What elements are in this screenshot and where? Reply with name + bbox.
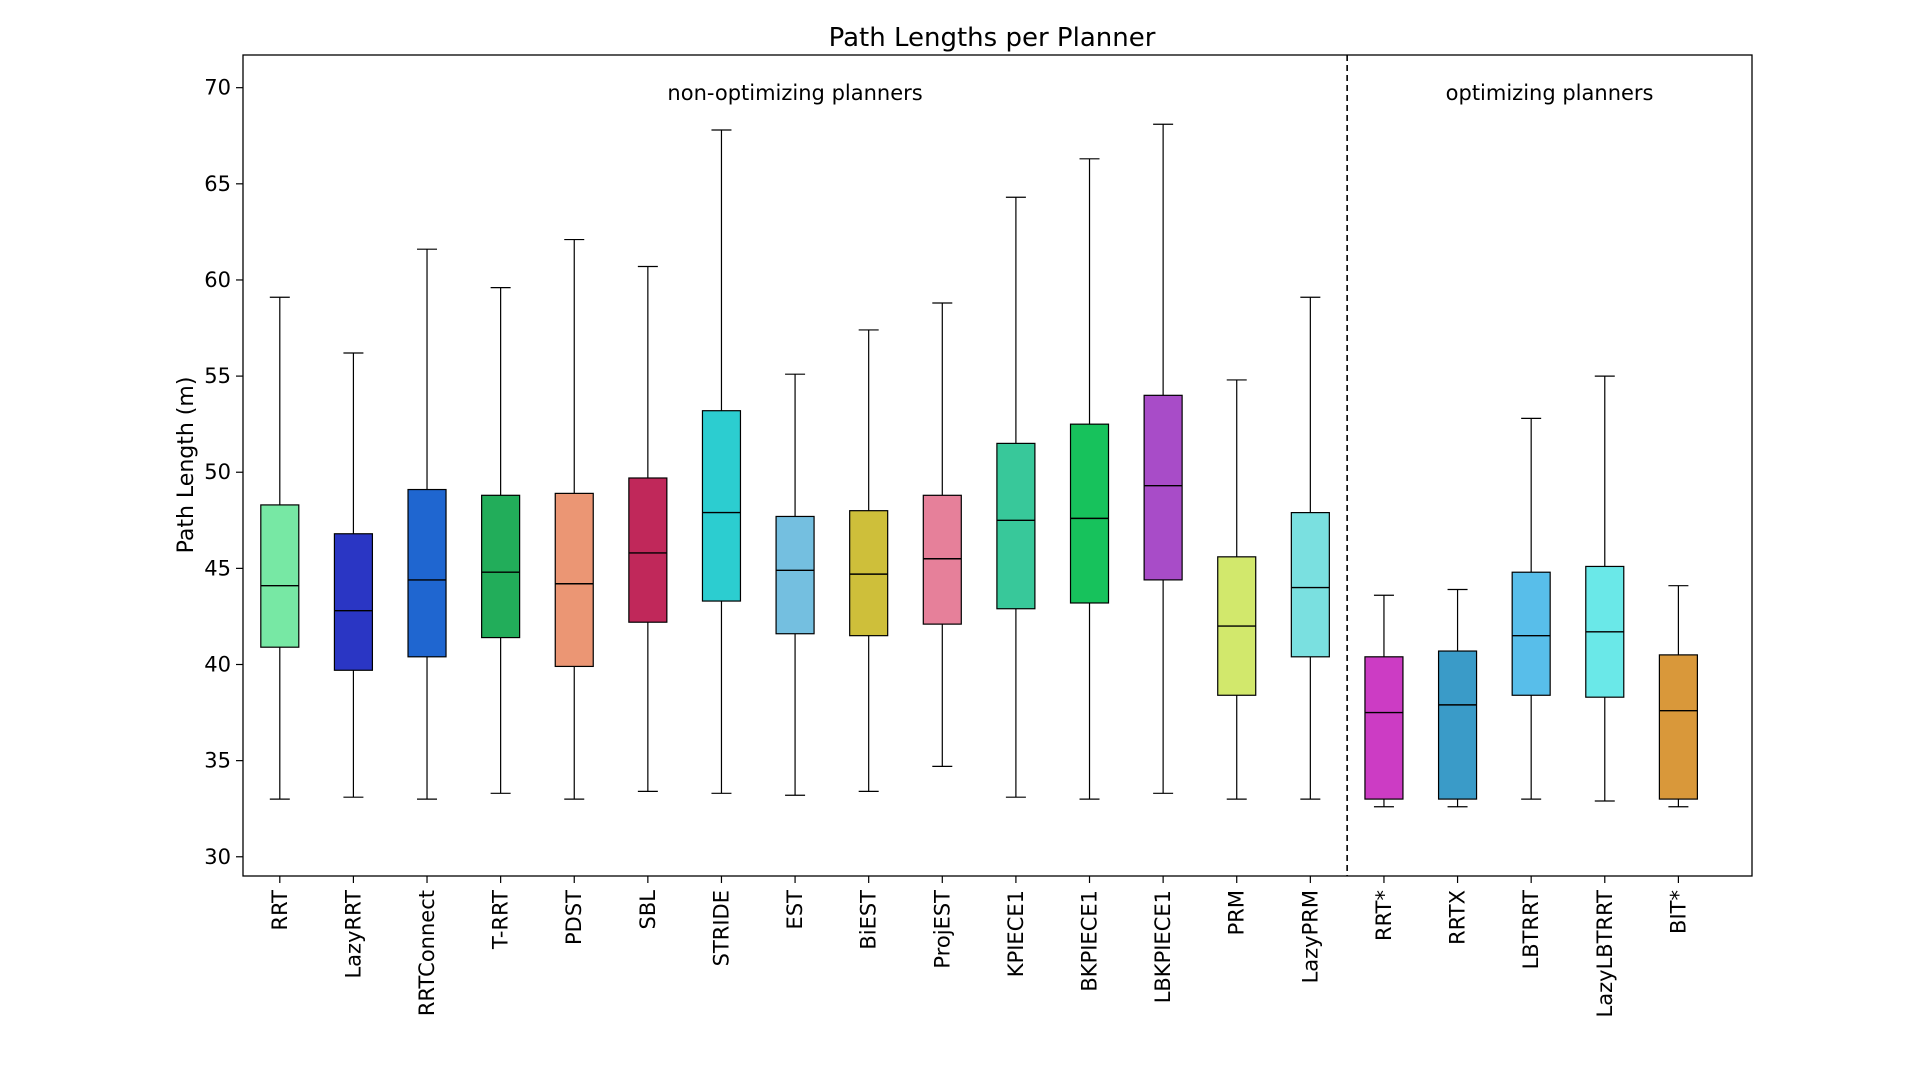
x-tick-label: BiEST	[857, 890, 881, 950]
box-bit-	[1658, 654, 1698, 800]
y-tick-label: 40	[204, 653, 231, 677]
x-tick-label: EST	[783, 890, 807, 930]
box-lbtrrt	[1511, 571, 1551, 696]
x-tick-label: BIT*	[1666, 890, 1690, 934]
box-kpiece1	[996, 442, 1036, 610]
box-lazyprm	[1290, 512, 1330, 658]
x-tick-label: RRT	[268, 890, 292, 931]
x-tick-label: PDST	[562, 890, 586, 945]
box-rrtconnect	[407, 488, 447, 658]
y-tick-label: 55	[204, 364, 231, 388]
plot-area: 30 35 40 45 50 55 60 65 70 non-optimizing planner…	[204, 54, 1753, 1018]
x-tick-label: ProjEST	[930, 890, 954, 969]
y-tick-label: 45	[204, 556, 231, 580]
y-tick-label: 50	[204, 460, 231, 484]
x-tick-label: RRTConnect	[415, 890, 439, 1016]
x-tick-label: RRTX	[1446, 890, 1470, 945]
box-rrt-	[1364, 656, 1404, 800]
y-axis-label: Path Length (m)	[174, 377, 199, 554]
box-biest	[849, 510, 889, 637]
x-tick-label: RRT*	[1372, 890, 1396, 941]
x-tick-label: KPIECE1	[1004, 890, 1028, 977]
box-stride	[701, 410, 742, 602]
box-lazyrrt	[333, 533, 374, 671]
box-pdst	[554, 492, 594, 668]
group-label: optimizing planners	[1446, 81, 1654, 105]
group-label: non-optimizing planners	[667, 81, 922, 105]
y-tick-label: 70	[204, 76, 231, 100]
y-tick-label: 65	[204, 172, 231, 196]
box-projest	[922, 494, 962, 625]
y-tick-label: 30	[204, 845, 231, 869]
box-bkpiece1	[1069, 423, 1110, 604]
x-tick-label: LazyLBTRRT	[1593, 890, 1617, 1018]
box-lbkpiece1	[1143, 394, 1183, 581]
box-rrt	[260, 504, 300, 648]
x-tick-label: LazyPRM	[1298, 890, 1322, 983]
x-tick-label: LBTRRT	[1519, 890, 1543, 970]
x-tick-label: T-RRT	[489, 890, 513, 950]
x-tick-label: SBL	[636, 890, 660, 930]
box-t-rrt	[481, 494, 521, 639]
x-tick-label: STRIDE	[709, 890, 733, 966]
y-tick-label: 35	[204, 749, 231, 773]
chart-title: Path Lengths per Planner	[829, 23, 1156, 53]
x-tick-label: LazyRRT	[341, 890, 365, 979]
x-tick-label: LBKPIECE1	[1151, 890, 1175, 1003]
box-sbl	[628, 477, 668, 623]
x-tick-label: PRM	[1225, 890, 1249, 935]
y-tick-label: 60	[204, 268, 231, 292]
box-est	[775, 515, 815, 635]
x-tick-label: BKPIECE1	[1078, 890, 1102, 992]
box-rrtx	[1437, 650, 1478, 800]
plot-frame	[242, 54, 1753, 877]
